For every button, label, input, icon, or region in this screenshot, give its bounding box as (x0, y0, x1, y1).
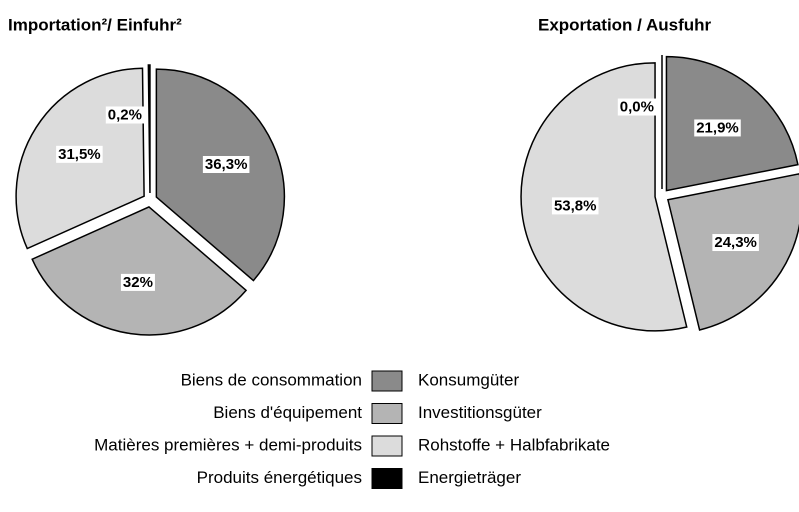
value-label-group: 21,9% (694, 119, 741, 137)
pie-slice (666, 173, 799, 331)
pie-slice (155, 68, 286, 282)
pie-slice (31, 206, 248, 336)
legend-swatch (371, 403, 403, 424)
legend-label-fr: Biens de consommation (181, 370, 362, 389)
value-label: 53,8% (554, 197, 597, 214)
value-label-bg (712, 234, 759, 252)
value-label-bg (617, 98, 656, 116)
legend-label-fr: Biens d'équipement (213, 403, 362, 422)
value-label-bg (694, 119, 741, 137)
pie-slice (520, 62, 688, 332)
value-label-bg (56, 145, 103, 163)
legend-label-de: Konsumgüter (418, 370, 519, 389)
value-label-group: 31,5% (56, 145, 103, 163)
legend-swatch (371, 468, 403, 489)
value-label-group: 0,2% (105, 106, 144, 124)
value-label: 0,2% (108, 106, 142, 123)
pie-slice (147, 64, 151, 194)
value-label-group: 24,3% (712, 234, 759, 252)
value-label-bg (551, 197, 599, 215)
value-label: 31,5% (58, 146, 101, 163)
value-label-bg (120, 273, 155, 291)
value-label: 36,3% (205, 156, 248, 173)
value-label: 21,9% (696, 119, 739, 136)
chart-title: Importation²/ Einfuhr² (8, 15, 182, 34)
value-label-group: 53,8% (551, 197, 599, 215)
legend-swatch (371, 370, 403, 392)
value-label: 24,3% (714, 234, 757, 251)
value-label: 32% (123, 274, 153, 291)
legend-label-de: Investitionsgüter (418, 403, 542, 422)
value-label-bg (105, 106, 144, 124)
value-label-group: 0,0% (617, 98, 656, 116)
legend-label-fr: Produits énergétiques (197, 468, 362, 487)
value-label: 0,0% (620, 99, 654, 116)
chart-title: Exportation / Ausfuhr (538, 15, 712, 34)
legend-swatch (371, 435, 403, 457)
value-label-group: 32% (120, 273, 155, 291)
value-label-bg (202, 156, 250, 174)
legend-label-de: Rohstoffe + Halbfabrikate (418, 435, 610, 454)
value-label-group: 36,3% (202, 156, 250, 174)
legend-label-de: Energieträger (418, 468, 521, 487)
legend-label-fr: Matières premières + demi-produits (94, 435, 362, 454)
